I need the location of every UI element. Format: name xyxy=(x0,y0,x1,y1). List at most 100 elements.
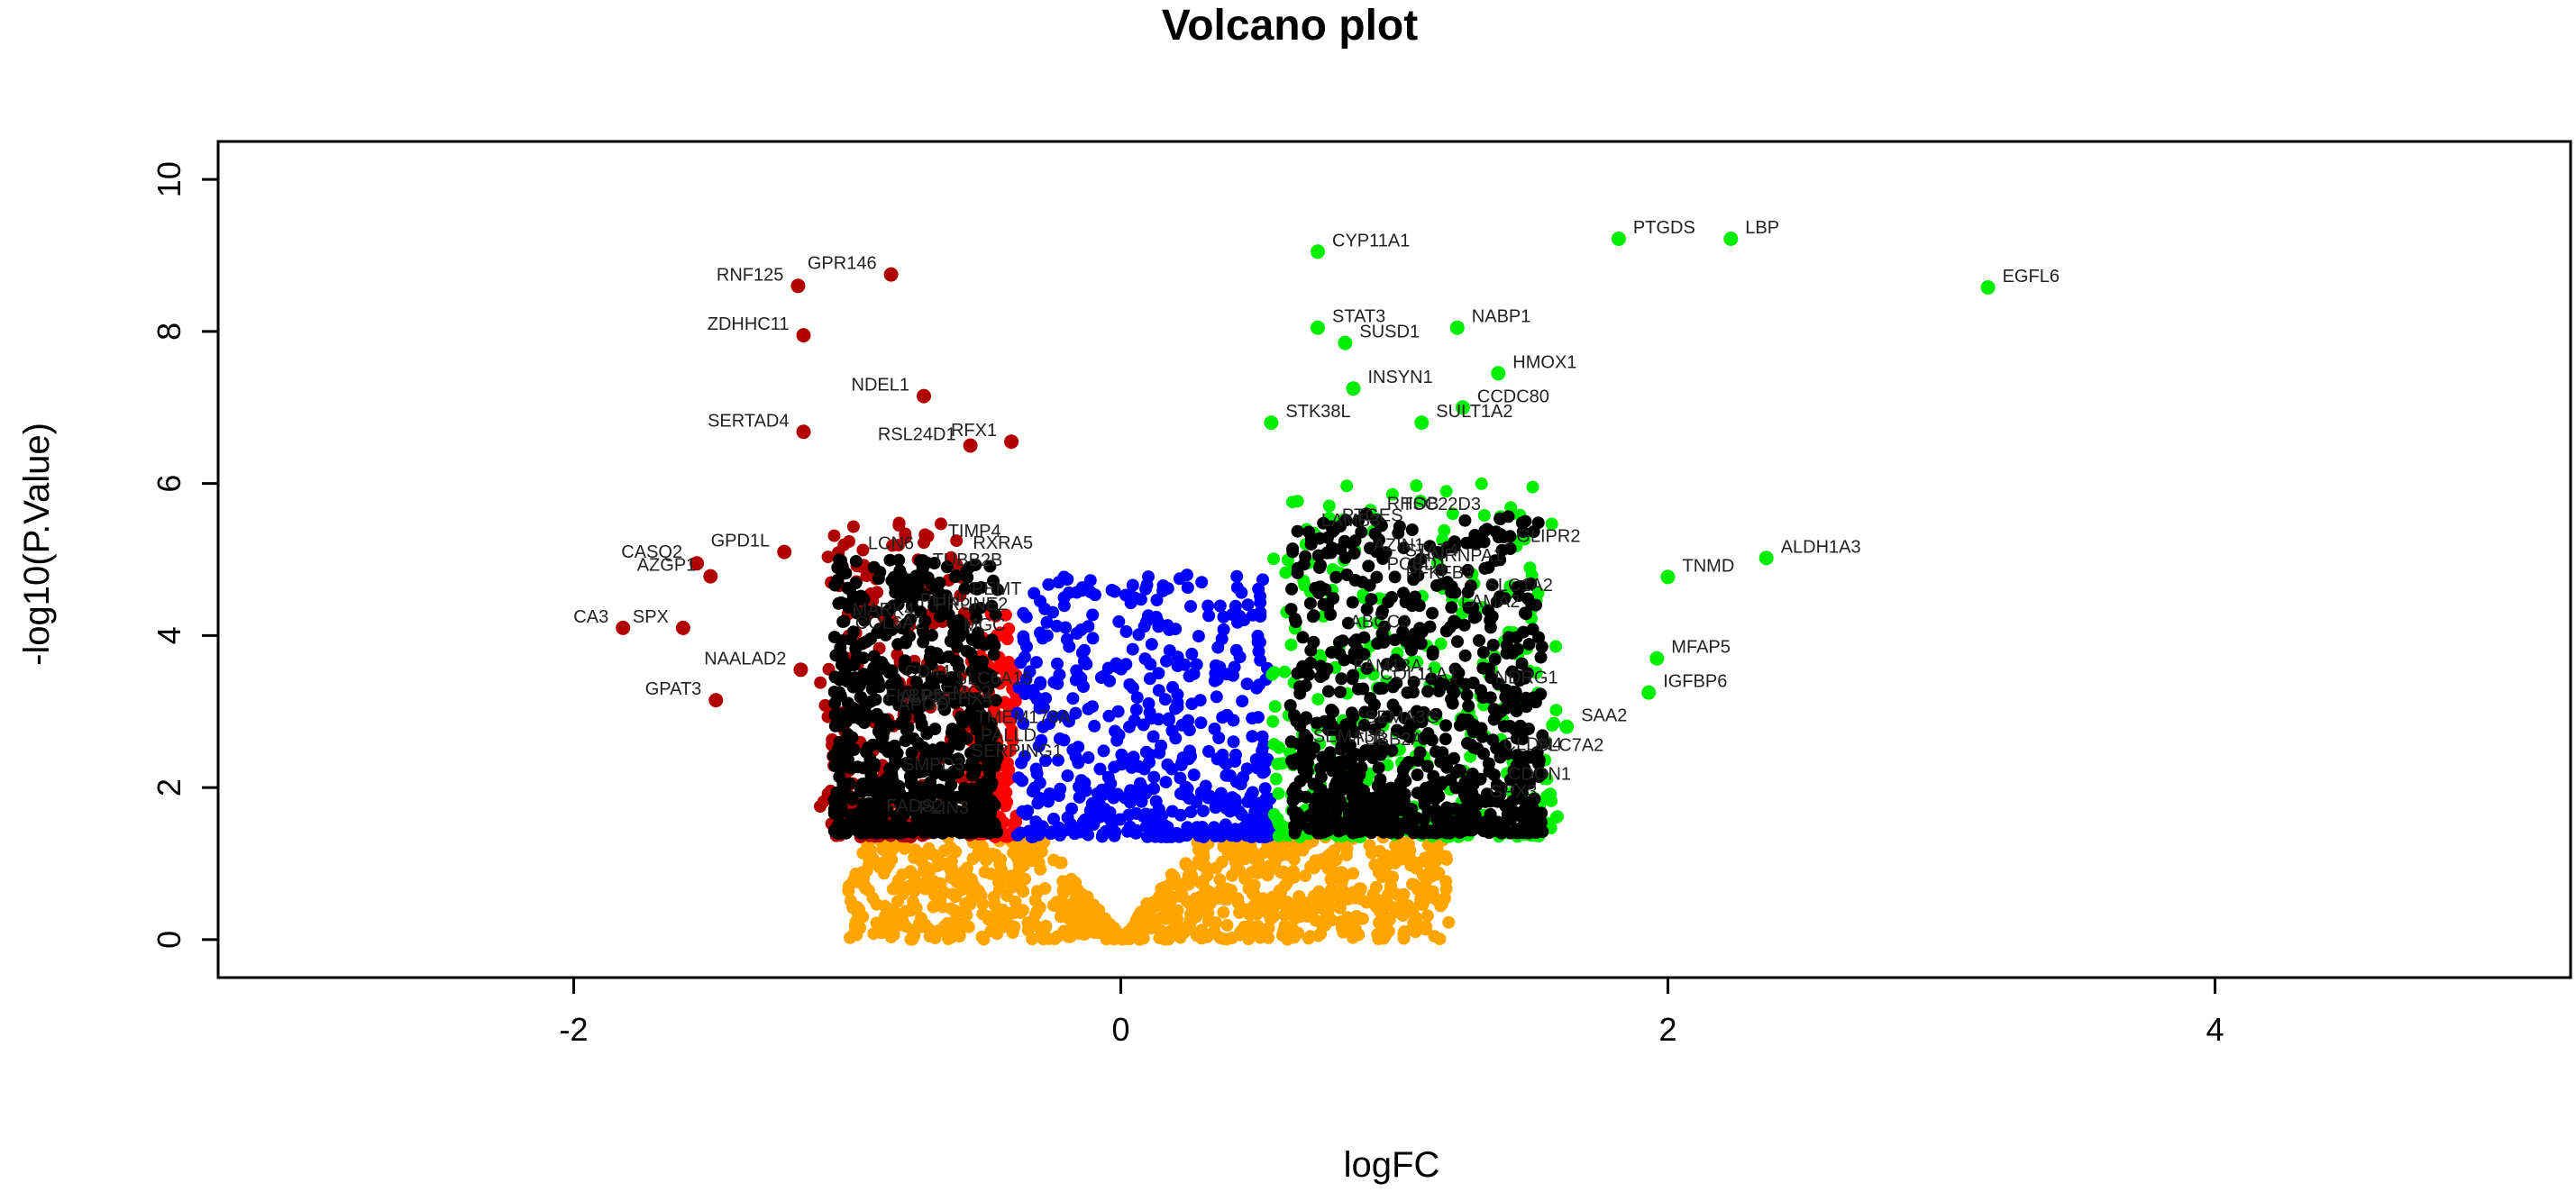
data-point xyxy=(1210,690,1223,704)
data-point xyxy=(1009,875,1022,888)
data-point xyxy=(892,553,906,567)
data-point xyxy=(1378,620,1391,633)
data-point xyxy=(1137,762,1151,776)
labeled-point xyxy=(777,544,792,560)
data-point xyxy=(966,704,980,717)
data-point xyxy=(1082,751,1095,764)
data-point xyxy=(1364,692,1377,705)
data-point xyxy=(1017,634,1030,647)
data-point xyxy=(976,655,990,669)
data-point xyxy=(909,661,922,675)
data-point xyxy=(870,897,883,911)
data-point xyxy=(1229,748,1242,761)
data-point xyxy=(827,803,841,815)
data-point xyxy=(1290,714,1303,728)
data-point xyxy=(1526,480,1539,494)
data-point xyxy=(1335,921,1348,934)
data-point xyxy=(1156,823,1169,837)
data-point xyxy=(921,571,935,585)
data-point xyxy=(1240,678,1254,691)
data-point xyxy=(856,651,870,665)
data-point xyxy=(1347,886,1360,899)
data-point xyxy=(1343,775,1357,788)
cloud-label_dots xyxy=(827,553,1004,840)
data-point xyxy=(1231,896,1245,910)
point-label: RFX1 xyxy=(951,421,997,441)
data-point xyxy=(1162,892,1174,905)
data-point xyxy=(1158,880,1172,894)
point-label: CYP11A1 xyxy=(1332,231,1410,250)
data-point xyxy=(1530,826,1543,840)
data-point xyxy=(1549,640,1563,653)
cloud-not_significant xyxy=(842,831,1456,946)
data-point xyxy=(964,648,978,661)
data-point xyxy=(924,776,936,789)
background-point-clouds xyxy=(814,477,1564,946)
data-point xyxy=(1299,550,1312,563)
data-point xyxy=(1111,705,1125,718)
point-label: GPAT3 xyxy=(645,679,702,699)
data-point xyxy=(1076,898,1090,912)
labeled-point xyxy=(1414,415,1430,431)
data-point xyxy=(1327,705,1339,718)
labeled-point xyxy=(796,424,811,440)
data-point xyxy=(1409,925,1422,939)
gene-label: SEMA3G xyxy=(1365,708,1439,728)
data-point xyxy=(1302,822,1316,835)
data-point xyxy=(1490,708,1503,722)
data-point xyxy=(1500,639,1513,652)
data-point xyxy=(1419,923,1432,936)
data-point xyxy=(1033,776,1046,789)
data-point xyxy=(1203,896,1217,910)
data-point xyxy=(1549,704,1563,717)
data-point xyxy=(1335,866,1348,879)
data-point xyxy=(1145,638,1158,651)
data-point xyxy=(1219,885,1233,898)
labeled-point xyxy=(796,328,811,343)
data-point xyxy=(1340,479,1354,493)
data-point xyxy=(888,684,901,697)
labeled-point xyxy=(1723,232,1739,246)
data-point xyxy=(1073,670,1087,684)
data-point xyxy=(1485,610,1499,623)
data-point xyxy=(1346,789,1359,803)
data-point xyxy=(1241,598,1255,612)
data-point xyxy=(1086,700,1099,714)
data-point xyxy=(1421,685,1435,698)
data-point xyxy=(1063,640,1076,653)
data-point xyxy=(1018,651,1031,664)
data-point xyxy=(905,746,918,760)
data-point xyxy=(1503,720,1517,732)
data-point xyxy=(1199,779,1212,793)
data-point xyxy=(1138,652,1152,666)
data-point xyxy=(1334,756,1347,769)
data-point xyxy=(1073,780,1085,794)
data-point xyxy=(1313,649,1327,662)
data-point xyxy=(1410,479,1423,492)
data-point xyxy=(1266,904,1279,917)
data-point xyxy=(1251,711,1265,724)
data-point xyxy=(899,617,912,631)
data-point xyxy=(1000,774,1013,787)
data-point xyxy=(1388,784,1402,797)
data-point xyxy=(1317,516,1330,530)
data-point xyxy=(1274,885,1288,898)
data-point xyxy=(1390,847,1403,860)
gene-label: MARK4 xyxy=(853,600,915,620)
data-point xyxy=(1259,929,1273,942)
data-point xyxy=(982,716,995,730)
data-point xyxy=(1334,686,1347,699)
data-point xyxy=(1370,570,1384,584)
point-label: SERTAD4 xyxy=(708,411,789,431)
data-point xyxy=(922,697,936,711)
data-point xyxy=(989,694,1002,707)
data-point xyxy=(1278,908,1292,922)
data-point xyxy=(1259,792,1273,805)
data-point xyxy=(935,824,948,838)
data-point xyxy=(1434,637,1448,651)
data-point xyxy=(1163,623,1176,637)
data-point xyxy=(1383,796,1396,809)
data-point xyxy=(1495,543,1509,557)
data-point xyxy=(1093,762,1107,776)
data-point xyxy=(1140,614,1154,628)
